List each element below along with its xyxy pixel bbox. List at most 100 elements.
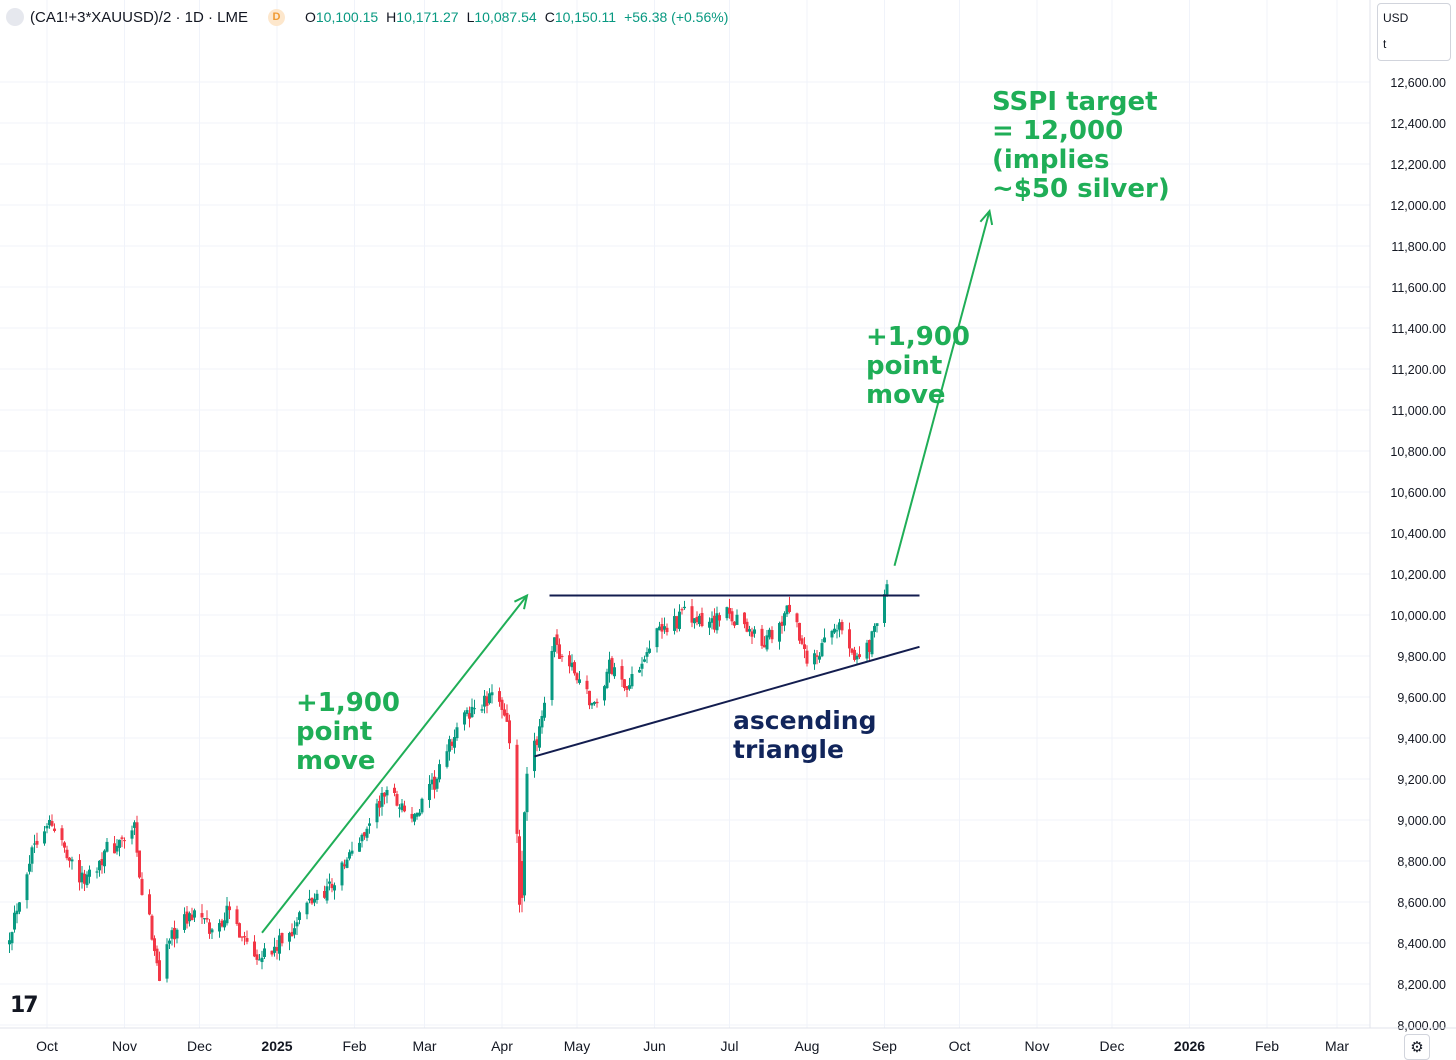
candle-body: [433, 776, 436, 790]
candle-body: [313, 899, 316, 903]
candle-body: [100, 859, 104, 866]
time-tick-label: Feb: [342, 1038, 366, 1054]
candle-body: [750, 631, 754, 637]
candle-body: [695, 616, 699, 623]
price-tick-label: 10,800.00: [1390, 445, 1446, 459]
candle-body: [118, 839, 121, 848]
candle-body: [558, 644, 561, 659]
candle-body: [240, 936, 244, 938]
candle-body: [605, 671, 609, 688]
candle-body: [715, 613, 719, 631]
candle-body: [33, 843, 36, 845]
candle-body: [10, 932, 14, 944]
first-move-label: +1,900 point move: [296, 688, 401, 776]
candle-body: [865, 642, 869, 659]
candle-body: [663, 626, 666, 630]
candle-body: [228, 906, 231, 911]
candle-body: [505, 712, 509, 722]
candle-body: [523, 812, 526, 896]
candle-body: [415, 812, 419, 817]
candle-body: [765, 635, 769, 650]
candle-body: [630, 674, 634, 687]
candle-body: [253, 941, 256, 957]
candle-body: [573, 662, 576, 674]
price-tick-label: 10,200.00: [1390, 568, 1446, 582]
candle-body: [263, 948, 266, 958]
arrow-shaft: [261, 594, 528, 934]
candle-body: [428, 783, 431, 801]
candle-body: [130, 830, 134, 839]
candle-body: [543, 702, 546, 718]
candle-body: [743, 612, 746, 625]
interval-badge[interactable]: D: [267, 8, 285, 26]
candle-body: [783, 613, 786, 626]
candle-body: [18, 902, 21, 912]
candle-body: [813, 653, 816, 665]
candle-body: [735, 614, 739, 625]
candle-body: [798, 622, 801, 641]
candle-body: [148, 894, 151, 915]
candlesticks: [8, 579, 889, 983]
symbol-title[interactable]: (CA1!+3*XAUUSD)/2 · 1D · LME: [30, 8, 248, 26]
candle-body: [25, 874, 29, 901]
candle-body: [848, 629, 851, 649]
candle-body: [815, 655, 819, 657]
price-tick-label: 12,600.00: [1390, 76, 1446, 90]
high-value: H10,171.27: [386, 9, 459, 25]
candle-body: [15, 910, 19, 915]
candle-body: [710, 618, 714, 623]
candle-body: [675, 616, 679, 629]
candle-body: [805, 650, 809, 664]
candle-body: [368, 823, 371, 826]
candle-body: [185, 911, 189, 924]
candle-body: [748, 629, 751, 632]
candle-body: [315, 893, 319, 900]
candle-body: [205, 918, 209, 920]
candle-body: [713, 615, 716, 630]
candle-body: [330, 883, 334, 889]
candle-body: [193, 910, 196, 918]
candle-body: [170, 930, 174, 939]
time-tick-label: Feb: [1255, 1038, 1279, 1054]
unit-label: t: [1383, 37, 1387, 51]
candle-body: [678, 611, 681, 629]
tradingview-logo-icon[interactable]: 17: [10, 993, 39, 1018]
candle-body: [498, 691, 501, 702]
candle-body: [398, 807, 401, 809]
currency-unit-selector[interactable]: USD t: [1377, 3, 1451, 61]
currency-label: USD: [1383, 11, 1409, 25]
candle-body: [490, 692, 494, 696]
candle-body: [470, 706, 474, 718]
candle-body: [660, 624, 664, 632]
candle-body: [708, 621, 711, 628]
time-tick-label: Apr: [491, 1038, 513, 1054]
candle-body: [485, 696, 489, 706]
time-tick-label: Mar: [1325, 1038, 1349, 1054]
candle-body: [795, 613, 799, 623]
candle-body: [603, 686, 606, 701]
arrow-head: [979, 208, 994, 226]
candle-body: [70, 859, 74, 862]
candle-body: [800, 638, 804, 644]
candle-body: [310, 897, 314, 904]
candle-body: [190, 914, 194, 920]
candle-body: [655, 628, 659, 648]
chart-legend: (CA1!+3*XAUUSD)/2 · 1D · LME D O10,100.1…: [6, 6, 728, 28]
price-tick-label: 11,200.00: [1391, 363, 1446, 377]
time-tick-label: Dec: [187, 1038, 212, 1054]
price-tick-label: 12,200.00: [1390, 158, 1446, 172]
candle-body: [63, 842, 66, 848]
price-tick-label: 12,000.00: [1390, 199, 1446, 213]
candle-body: [850, 648, 854, 653]
candle-body: [840, 621, 844, 631]
candle-body: [105, 841, 109, 852]
candle-body: [608, 659, 611, 674]
time-axis: Oct Nov Dec 2025 Feb Mar Apr May Jun Jul Aug Sep Oct…: [0, 1027, 1456, 1054]
candle-body: [278, 935, 281, 954]
candle-body: [643, 659, 646, 662]
candle-body: [820, 643, 824, 657]
gear-icon[interactable]: ⚙: [1404, 1034, 1430, 1060]
candle-body: [238, 923, 241, 938]
candle-body: [345, 859, 349, 868]
